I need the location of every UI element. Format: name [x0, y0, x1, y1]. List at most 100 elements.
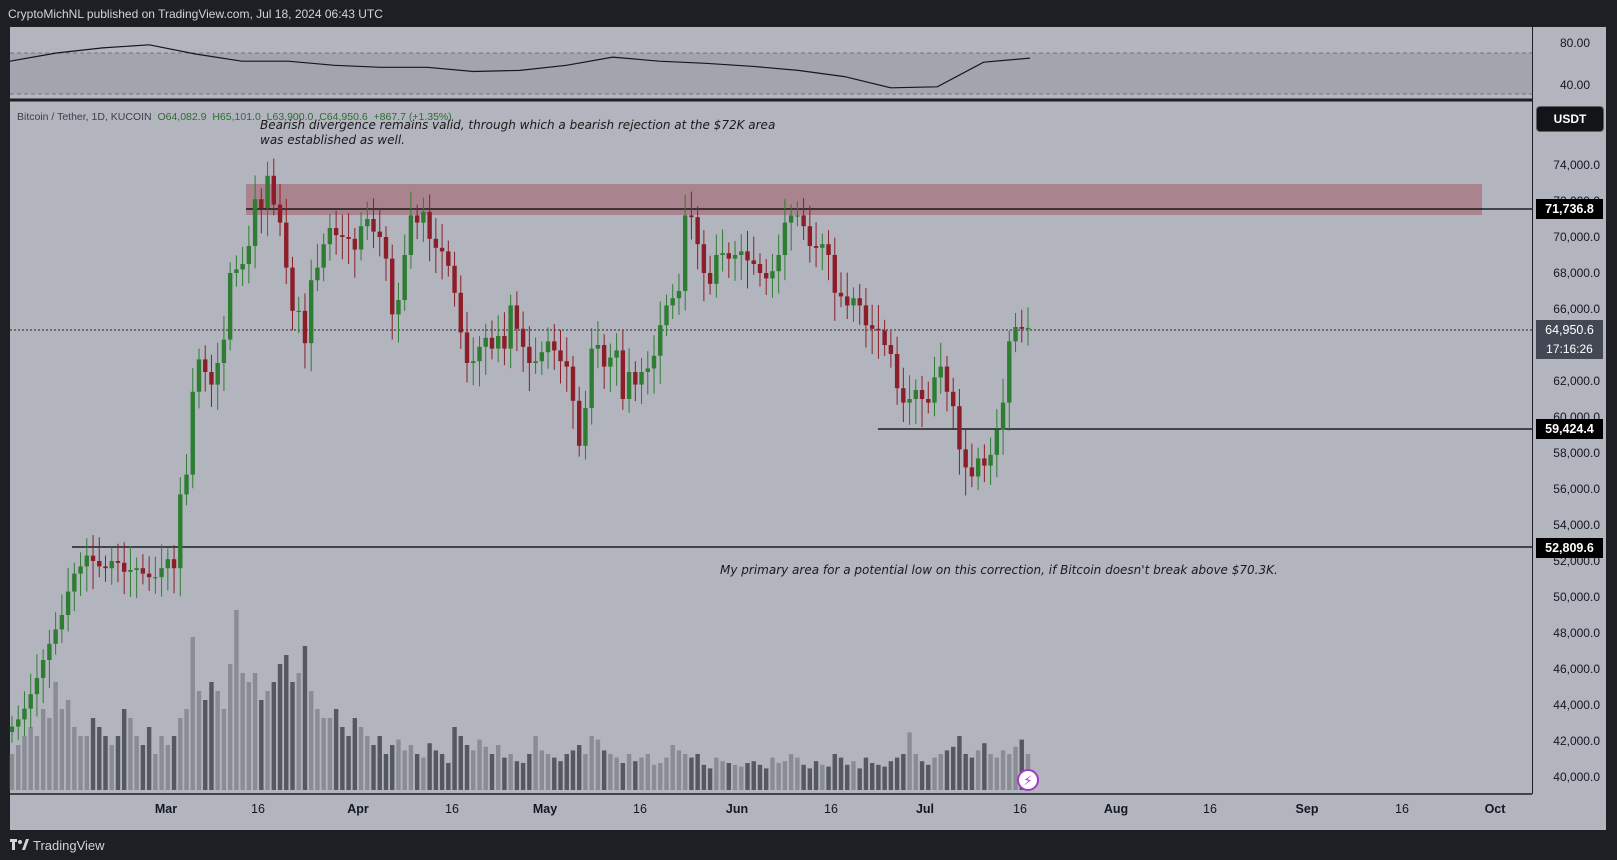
- candle-body: [352, 238, 358, 250]
- volume-bar: [869, 763, 875, 790]
- volume-bar: [558, 761, 563, 790]
- volume-bar: [552, 757, 557, 790]
- volume-bar: [545, 754, 551, 790]
- symbol-info: Bitcoin / Tether, 1D, KUCOIN O64,082.9 H…: [17, 111, 452, 123]
- candle-body: [863, 305, 869, 326]
- candle-body: [826, 244, 831, 255]
- volume-bar: [913, 754, 919, 790]
- volume-bar: [383, 754, 389, 790]
- candle-body: [333, 228, 339, 236]
- candle-body: [402, 255, 407, 300]
- footer: TradingView: [0, 830, 1617, 860]
- time-tick-label: Mar: [155, 802, 177, 816]
- candle-body: [1007, 341, 1012, 403]
- candle-body: [408, 215, 414, 255]
- rsi-line-group: [9, 44, 1031, 89]
- candle-body: [514, 305, 520, 329]
- time-tick-label: 16: [251, 802, 265, 816]
- volume-bar: [377, 736, 382, 790]
- candle-body: [53, 629, 58, 644]
- volume-bar: [682, 754, 688, 790]
- volume-bar: [321, 718, 326, 790]
- volume-bar: [402, 750, 407, 790]
- candle-body: [290, 267, 295, 311]
- volume-bar: [745, 763, 750, 790]
- candle-body: [788, 215, 794, 223]
- volume-bar: [464, 745, 470, 790]
- tradingview-brand: TradingView: [33, 838, 105, 853]
- volume-bar: [215, 691, 220, 790]
- time-tick-label: Apr: [347, 802, 369, 816]
- ohlc-change: +867.7 (+1.35%): [373, 111, 452, 123]
- candle-body: [321, 244, 326, 268]
- candle-body: [414, 215, 420, 223]
- volume-bar: [894, 757, 900, 790]
- volume-bar: [128, 718, 133, 790]
- candle-body: [502, 336, 507, 349]
- volume-bar: [53, 682, 58, 790]
- ohlc-low: L63,900.0: [266, 111, 314, 123]
- volume-bar: [564, 754, 569, 790]
- svg-text:⚡: ⚡: [1023, 774, 1032, 789]
- candle-body: [84, 555, 89, 567]
- candle-body: [1000, 402, 1006, 430]
- candle-body: [957, 406, 962, 450]
- candle-body: [16, 719, 21, 727]
- volume-bar: [140, 745, 146, 790]
- volume-bar: [178, 718, 183, 790]
- candle-body: [115, 561, 121, 563]
- volume-bar: [601, 750, 607, 790]
- time-axis: Mar 16 Apr 16 May 16 Jun 16 Jul 16 Aug 16 Sep 16 Oct: [155, 802, 1506, 816]
- volume-bar: [757, 764, 763, 790]
- candle-body: [340, 235, 345, 237]
- resistance-price-tag: 71,736.8: [1536, 199, 1603, 219]
- volume-bar: [358, 727, 364, 790]
- volume-bar: [975, 750, 981, 790]
- candle-body: [820, 244, 825, 248]
- candle-body: [701, 244, 707, 273]
- price-tick-label: 44,000.0: [1553, 698, 1600, 712]
- volume-bar: [788, 754, 794, 790]
- volume-bar: [726, 763, 732, 790]
- volume-bar: [146, 727, 152, 790]
- volume-bar: [764, 768, 769, 790]
- volume-bar: [539, 750, 545, 790]
- volume-bar: [408, 745, 414, 790]
- candle-body: [633, 372, 638, 385]
- candle-body: [938, 366, 943, 378]
- candle-body: [203, 359, 208, 372]
- volume-bar: [614, 757, 619, 790]
- candle-body: [813, 246, 819, 248]
- candle-body: [358, 226, 364, 250]
- volume-bar: [9, 754, 15, 790]
- candle-body: [726, 253, 732, 259]
- volume-bar: [807, 768, 813, 790]
- volume-bar: [595, 739, 601, 790]
- volume-bar: [90, 718, 96, 790]
- candle-body: [128, 570, 133, 572]
- candle-body: [252, 199, 258, 246]
- candle-body: [90, 555, 96, 561]
- candle-body: [59, 615, 65, 630]
- volume-bar: [165, 745, 171, 790]
- volume-bar: [22, 736, 27, 790]
- volume-bar: [265, 691, 270, 790]
- volume-bar: [863, 757, 869, 790]
- currency-button[interactable]: USDT: [1536, 106, 1604, 132]
- volume-bar: [352, 718, 358, 790]
- volume-bar: [963, 754, 968, 790]
- candle-body: [913, 390, 919, 399]
- volume-bar: [801, 764, 806, 790]
- volume-bar: [421, 757, 426, 790]
- volume-bar: [227, 664, 233, 790]
- volume-bar: [40, 709, 46, 790]
- price-tick-label: 58,000.0: [1553, 446, 1600, 460]
- candle-body: [483, 337, 488, 347]
- volume-bar: [944, 750, 950, 790]
- low-support-price-tag: 52,809.6: [1536, 538, 1603, 558]
- candle-body: [178, 494, 183, 569]
- volume-bar: [365, 736, 370, 790]
- candles: [9, 158, 1031, 743]
- candle-body: [227, 273, 233, 340]
